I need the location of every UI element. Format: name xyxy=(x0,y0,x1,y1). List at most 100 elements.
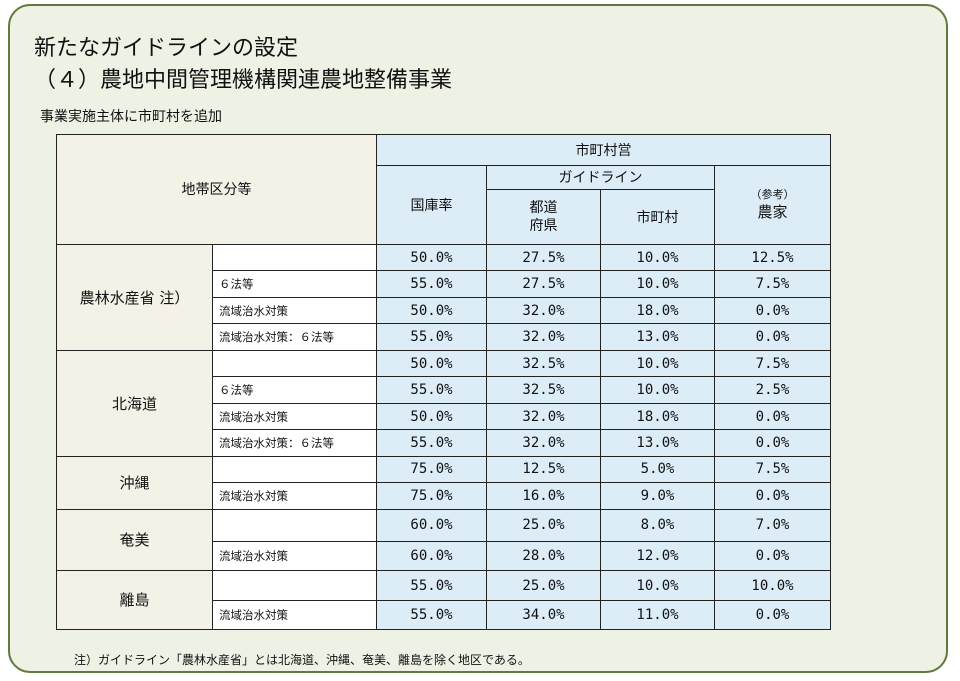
subcategory-cell xyxy=(212,349,377,378)
rate-cell: 0.0% xyxy=(714,323,831,351)
subcategory-cell: 流域治水対策 xyxy=(212,402,377,431)
rate-cell: 34.0% xyxy=(486,600,601,630)
rate-cell: 10.0% xyxy=(600,569,715,602)
rate-cell: 0.0% xyxy=(714,296,831,325)
rate-cell: 5.0% xyxy=(600,455,715,484)
rate-cell: 55.0% xyxy=(376,323,487,351)
rate-cell: 10.0% xyxy=(714,569,831,602)
rate-cell: 32.5% xyxy=(486,349,601,378)
rate-cell: 10.0% xyxy=(600,349,715,378)
rate-cell: 55.0% xyxy=(376,376,487,404)
note-line: 事業実施主体に市町村を追加 xyxy=(40,109,222,125)
rate-cell: 50.0% xyxy=(376,296,487,325)
header-prefecture: 都道 府県 xyxy=(486,188,601,245)
rate-cell: 0.0% xyxy=(714,402,831,431)
rate-cell: 12.0% xyxy=(600,541,715,571)
region-cell: 沖縄 xyxy=(56,455,213,510)
table-row: ６法等 55.0% 27.5% 10.0% 7.5% xyxy=(57,270,831,298)
subcategory-cell: 流域治水対策 xyxy=(212,482,377,510)
rate-cell: 7.5% xyxy=(714,270,831,298)
section-heading: （４）農地中間管理機構関連農地整備事業 xyxy=(34,68,453,93)
rate-cell: 18.0% xyxy=(600,402,715,431)
rate-cell: 0.0% xyxy=(714,600,831,630)
rate-cell: 9.0% xyxy=(600,482,715,510)
region-cell: 離島 xyxy=(56,569,213,631)
header-farmers: 農家 xyxy=(757,202,788,221)
subcategory-cell xyxy=(212,455,377,484)
rate-cell: 10.0% xyxy=(600,376,715,404)
table-row: 離島 55.0% 25.0% 10.0% 10.0% xyxy=(56,569,831,631)
rate-cell: 25.0% xyxy=(486,569,601,602)
subcategory-cell: 流域治水対策：６法等 xyxy=(212,323,377,351)
subcategory-cell: 流域治水対策：６法等 xyxy=(212,429,377,457)
rate-cell: 2.5% xyxy=(714,376,831,404)
rate-cell: 12.5% xyxy=(714,243,831,272)
table-row: 流域治水対策 50.0% 32.0% 18.0% 0.0% xyxy=(57,402,831,431)
table-row: 流域治水対策：６法等 55.0% 32.0% 13.0% 0.0% xyxy=(57,429,831,457)
table-row: 流域治水対策 50.0% 32.0% 18.0% 0.0% xyxy=(57,296,831,325)
region-cell: 北海道 xyxy=(56,349,213,457)
rate-cell: 7.5% xyxy=(714,349,831,378)
header-municipal: 市町村営 xyxy=(376,134,831,166)
table-row: 流域治水対策 55.0% 34.0% 11.0% 0.0% xyxy=(57,600,831,630)
rate-cell: 55.0% xyxy=(376,429,487,457)
subcategory-cell xyxy=(212,243,377,272)
rate-cell: 11.0% xyxy=(600,600,715,630)
rate-cell: 50.0% xyxy=(376,243,487,272)
table-row: 沖縄 75.0% 12.5% 5.0% 7.5% xyxy=(56,455,831,510)
header-reference-label: （参考） xyxy=(750,187,795,201)
rate-cell: 10.0% xyxy=(600,243,715,272)
subcategory-cell: ６法等 xyxy=(212,270,377,298)
rate-cell: 10.0% xyxy=(600,270,715,298)
region-cell: 奄美 xyxy=(56,508,213,571)
region-cell: 農林水産省 注） xyxy=(56,243,213,351)
rate-cell: 32.0% xyxy=(486,296,601,325)
rate-cell: 75.0% xyxy=(376,455,487,484)
table-row: 流域治水対策 75.0% 16.0% 9.0% 0.0% xyxy=(57,482,831,510)
rate-cell: 75.0% xyxy=(376,482,487,510)
header-region: 地帯区分等 xyxy=(56,134,377,245)
header-reference: （参考） 農家 xyxy=(714,164,831,245)
rate-cell: 7.0% xyxy=(714,508,831,543)
subcategory-cell: 流域治水対策 xyxy=(212,296,377,325)
header-guideline: ガイドライン xyxy=(486,164,715,190)
table-row: 流域治水対策 60.0% 28.0% 12.0% 0.0% xyxy=(57,541,831,571)
table-row: 北海道 50.0% 32.5% 10.0% 7.5% xyxy=(56,349,831,457)
rate-cell: 32.0% xyxy=(486,323,601,351)
table-row: 農林水産省 注） 50.0% 27.5% 10.0% 12.5% xyxy=(56,243,831,351)
rate-cell: 16.0% xyxy=(486,482,601,510)
subcategory-cell: 流域治水対策 xyxy=(212,541,377,571)
table-row: ６法等 55.0% 32.5% 10.0% 2.5% xyxy=(57,376,831,404)
rate-cell: 12.5% xyxy=(486,455,601,484)
rate-cell: 60.0% xyxy=(376,541,487,571)
rate-cell: 50.0% xyxy=(376,402,487,431)
rate-cell: 28.0% xyxy=(486,541,601,571)
footnote: 注）ガイドライン「農林水産省」とは北海道、沖縄、奄美、離島を除く地区である。 xyxy=(74,653,530,667)
header-municipality: 市町村 xyxy=(600,188,715,245)
subcategory-cell: ６法等 xyxy=(212,376,377,404)
rate-cell: 0.0% xyxy=(714,541,831,571)
rate-cell: 13.0% xyxy=(600,429,715,457)
rate-cell: 13.0% xyxy=(600,323,715,351)
rate-cell: 32.5% xyxy=(486,376,601,404)
rate-cell: 8.0% xyxy=(600,508,715,543)
rate-cell: 55.0% xyxy=(376,600,487,630)
rate-cell: 0.0% xyxy=(714,429,831,457)
rate-cell: 60.0% xyxy=(376,508,487,543)
subcategory-cell xyxy=(212,569,377,602)
rate-cell: 55.0% xyxy=(376,270,487,298)
rate-cell: 55.0% xyxy=(376,569,487,602)
rate-cell: 7.5% xyxy=(714,455,831,484)
rate-cell: 50.0% xyxy=(376,349,487,378)
subcategory-cell: 流域治水対策 xyxy=(212,600,377,630)
rate-cell: 27.5% xyxy=(486,243,601,272)
rate-cell: 32.0% xyxy=(486,402,601,431)
rate-cell: 0.0% xyxy=(714,482,831,510)
header-national-rate: 国庫率 xyxy=(376,164,487,245)
content-panel: 新たなガイドラインの設定 （４）農地中間管理機構関連農地整備事業 事業実施主体に… xyxy=(8,4,948,673)
rate-cell: 27.5% xyxy=(486,270,601,298)
table-row: 奄美 60.0% 25.0% 8.0% 7.0% xyxy=(56,508,831,571)
subcategory-cell xyxy=(212,508,377,543)
rate-cell: 18.0% xyxy=(600,296,715,325)
table-row: 流域治水対策：６法等 55.0% 32.0% 13.0% 0.0% xyxy=(57,323,831,351)
